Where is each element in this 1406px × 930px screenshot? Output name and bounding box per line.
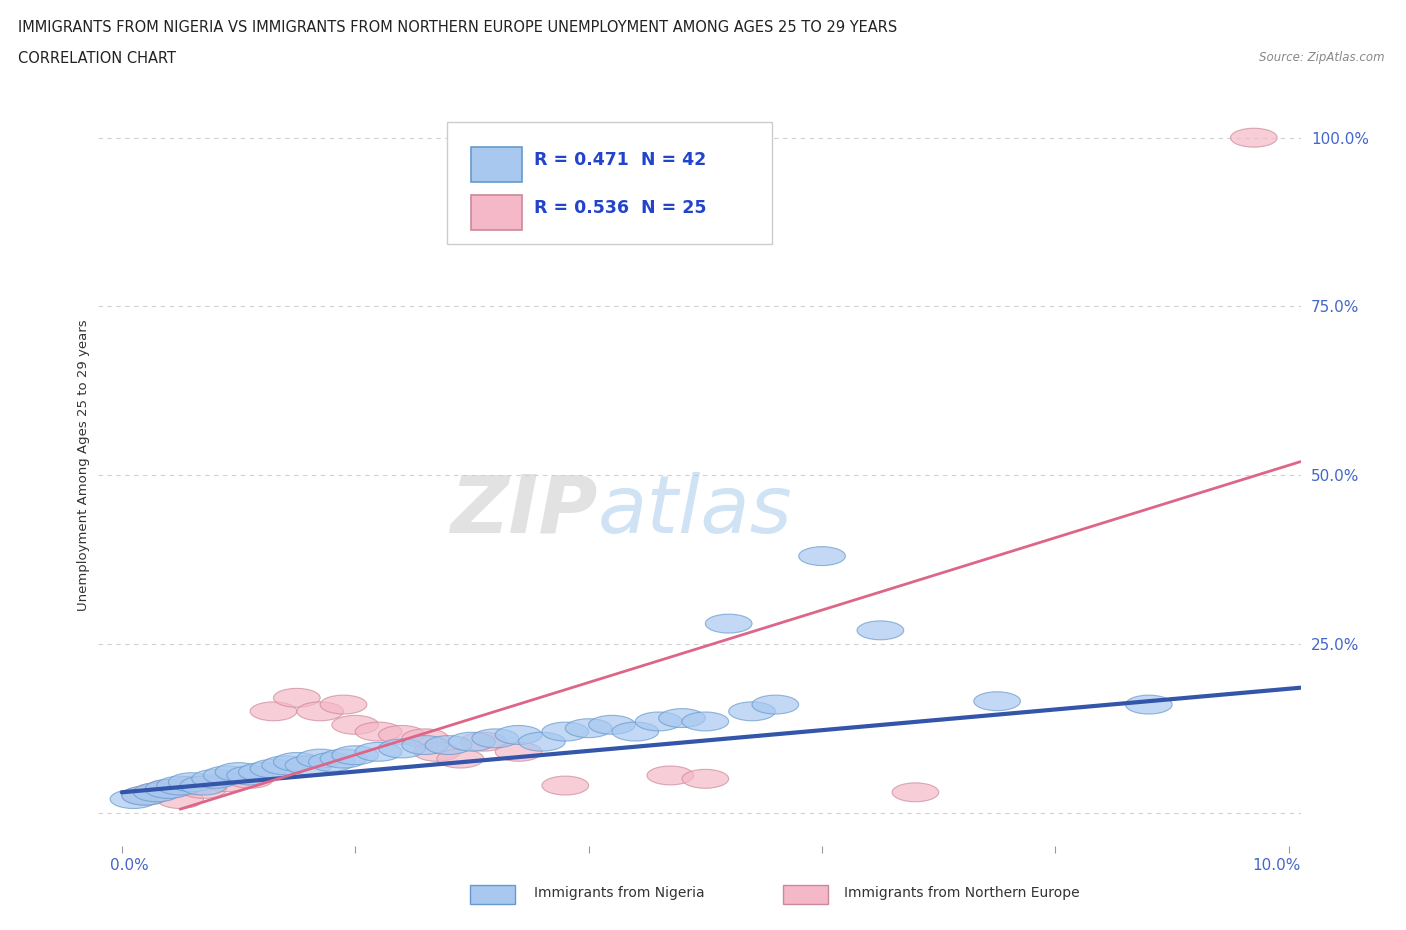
Ellipse shape <box>285 756 332 775</box>
Ellipse shape <box>204 773 250 791</box>
Ellipse shape <box>191 769 239 789</box>
Ellipse shape <box>1125 695 1173 714</box>
Ellipse shape <box>682 769 728 789</box>
Ellipse shape <box>402 736 449 754</box>
Ellipse shape <box>297 750 343 768</box>
Text: ZIP: ZIP <box>450 472 598 550</box>
Ellipse shape <box>472 729 519 748</box>
Ellipse shape <box>495 742 541 762</box>
Ellipse shape <box>239 763 285 781</box>
Ellipse shape <box>612 722 658 741</box>
Text: Immigrants from Nigeria: Immigrants from Nigeria <box>534 885 704 900</box>
Ellipse shape <box>647 766 693 785</box>
Text: 10.0%: 10.0% <box>1253 858 1301 873</box>
Ellipse shape <box>134 783 180 802</box>
Ellipse shape <box>356 742 402 762</box>
Ellipse shape <box>169 777 215 795</box>
Ellipse shape <box>274 752 321 771</box>
Ellipse shape <box>519 732 565 751</box>
Ellipse shape <box>752 695 799 714</box>
Ellipse shape <box>425 736 472 754</box>
Y-axis label: Unemployment Among Ages 25 to 29 years: Unemployment Among Ages 25 to 29 years <box>77 319 90 611</box>
Ellipse shape <box>460 732 508 751</box>
Ellipse shape <box>122 786 169 805</box>
Ellipse shape <box>226 769 274 789</box>
Ellipse shape <box>1230 128 1277 147</box>
FancyBboxPatch shape <box>447 122 772 244</box>
Ellipse shape <box>332 715 378 735</box>
Ellipse shape <box>180 779 226 798</box>
Ellipse shape <box>891 783 939 802</box>
Ellipse shape <box>974 692 1021 711</box>
Ellipse shape <box>134 783 180 802</box>
Text: Immigrants from Northern Europe: Immigrants from Northern Europe <box>844 885 1080 900</box>
Ellipse shape <box>122 786 169 805</box>
Ellipse shape <box>226 766 274 785</box>
FancyBboxPatch shape <box>471 147 522 182</box>
Text: IMMIGRANTS FROM NIGERIA VS IMMIGRANTS FROM NORTHERN EUROPE UNEMPLOYMENT AMONG AG: IMMIGRANTS FROM NIGERIA VS IMMIGRANTS FR… <box>18 20 897 35</box>
Ellipse shape <box>402 729 449 748</box>
Ellipse shape <box>378 739 425 758</box>
Ellipse shape <box>169 773 215 791</box>
Ellipse shape <box>636 712 682 731</box>
Ellipse shape <box>204 766 250 785</box>
Ellipse shape <box>180 777 226 795</box>
Ellipse shape <box>658 709 706 727</box>
Text: atlas: atlas <box>598 472 792 550</box>
FancyBboxPatch shape <box>471 195 522 230</box>
Text: Source: ZipAtlas.com: Source: ZipAtlas.com <box>1260 51 1385 64</box>
Ellipse shape <box>215 763 262 781</box>
Text: R = 0.471  N = 42: R = 0.471 N = 42 <box>534 151 706 169</box>
Text: R = 0.536  N = 25: R = 0.536 N = 25 <box>534 199 706 217</box>
Ellipse shape <box>706 614 752 633</box>
Ellipse shape <box>157 777 204 795</box>
Ellipse shape <box>413 742 460 762</box>
Ellipse shape <box>728 702 775 721</box>
Ellipse shape <box>858 621 904 640</box>
Ellipse shape <box>274 688 321 708</box>
Ellipse shape <box>250 759 297 778</box>
Ellipse shape <box>332 746 378 764</box>
Ellipse shape <box>356 722 402 741</box>
Ellipse shape <box>495 725 541 744</box>
Ellipse shape <box>541 777 589 795</box>
Ellipse shape <box>250 702 297 721</box>
Ellipse shape <box>437 750 484 768</box>
Ellipse shape <box>589 715 636 735</box>
Text: 0.0%: 0.0% <box>110 858 149 873</box>
Ellipse shape <box>297 702 343 721</box>
Ellipse shape <box>378 725 425 744</box>
Ellipse shape <box>541 722 589 741</box>
Ellipse shape <box>799 547 845 565</box>
Ellipse shape <box>262 756 308 775</box>
Ellipse shape <box>449 732 495 751</box>
Ellipse shape <box>157 790 204 808</box>
Ellipse shape <box>321 750 367 768</box>
Text: CORRELATION CHART: CORRELATION CHART <box>18 51 176 66</box>
Ellipse shape <box>682 712 728 731</box>
Ellipse shape <box>145 779 191 798</box>
Ellipse shape <box>565 719 612 737</box>
Ellipse shape <box>145 779 191 798</box>
Ellipse shape <box>308 752 356 771</box>
Ellipse shape <box>110 790 157 808</box>
Ellipse shape <box>321 695 367 714</box>
